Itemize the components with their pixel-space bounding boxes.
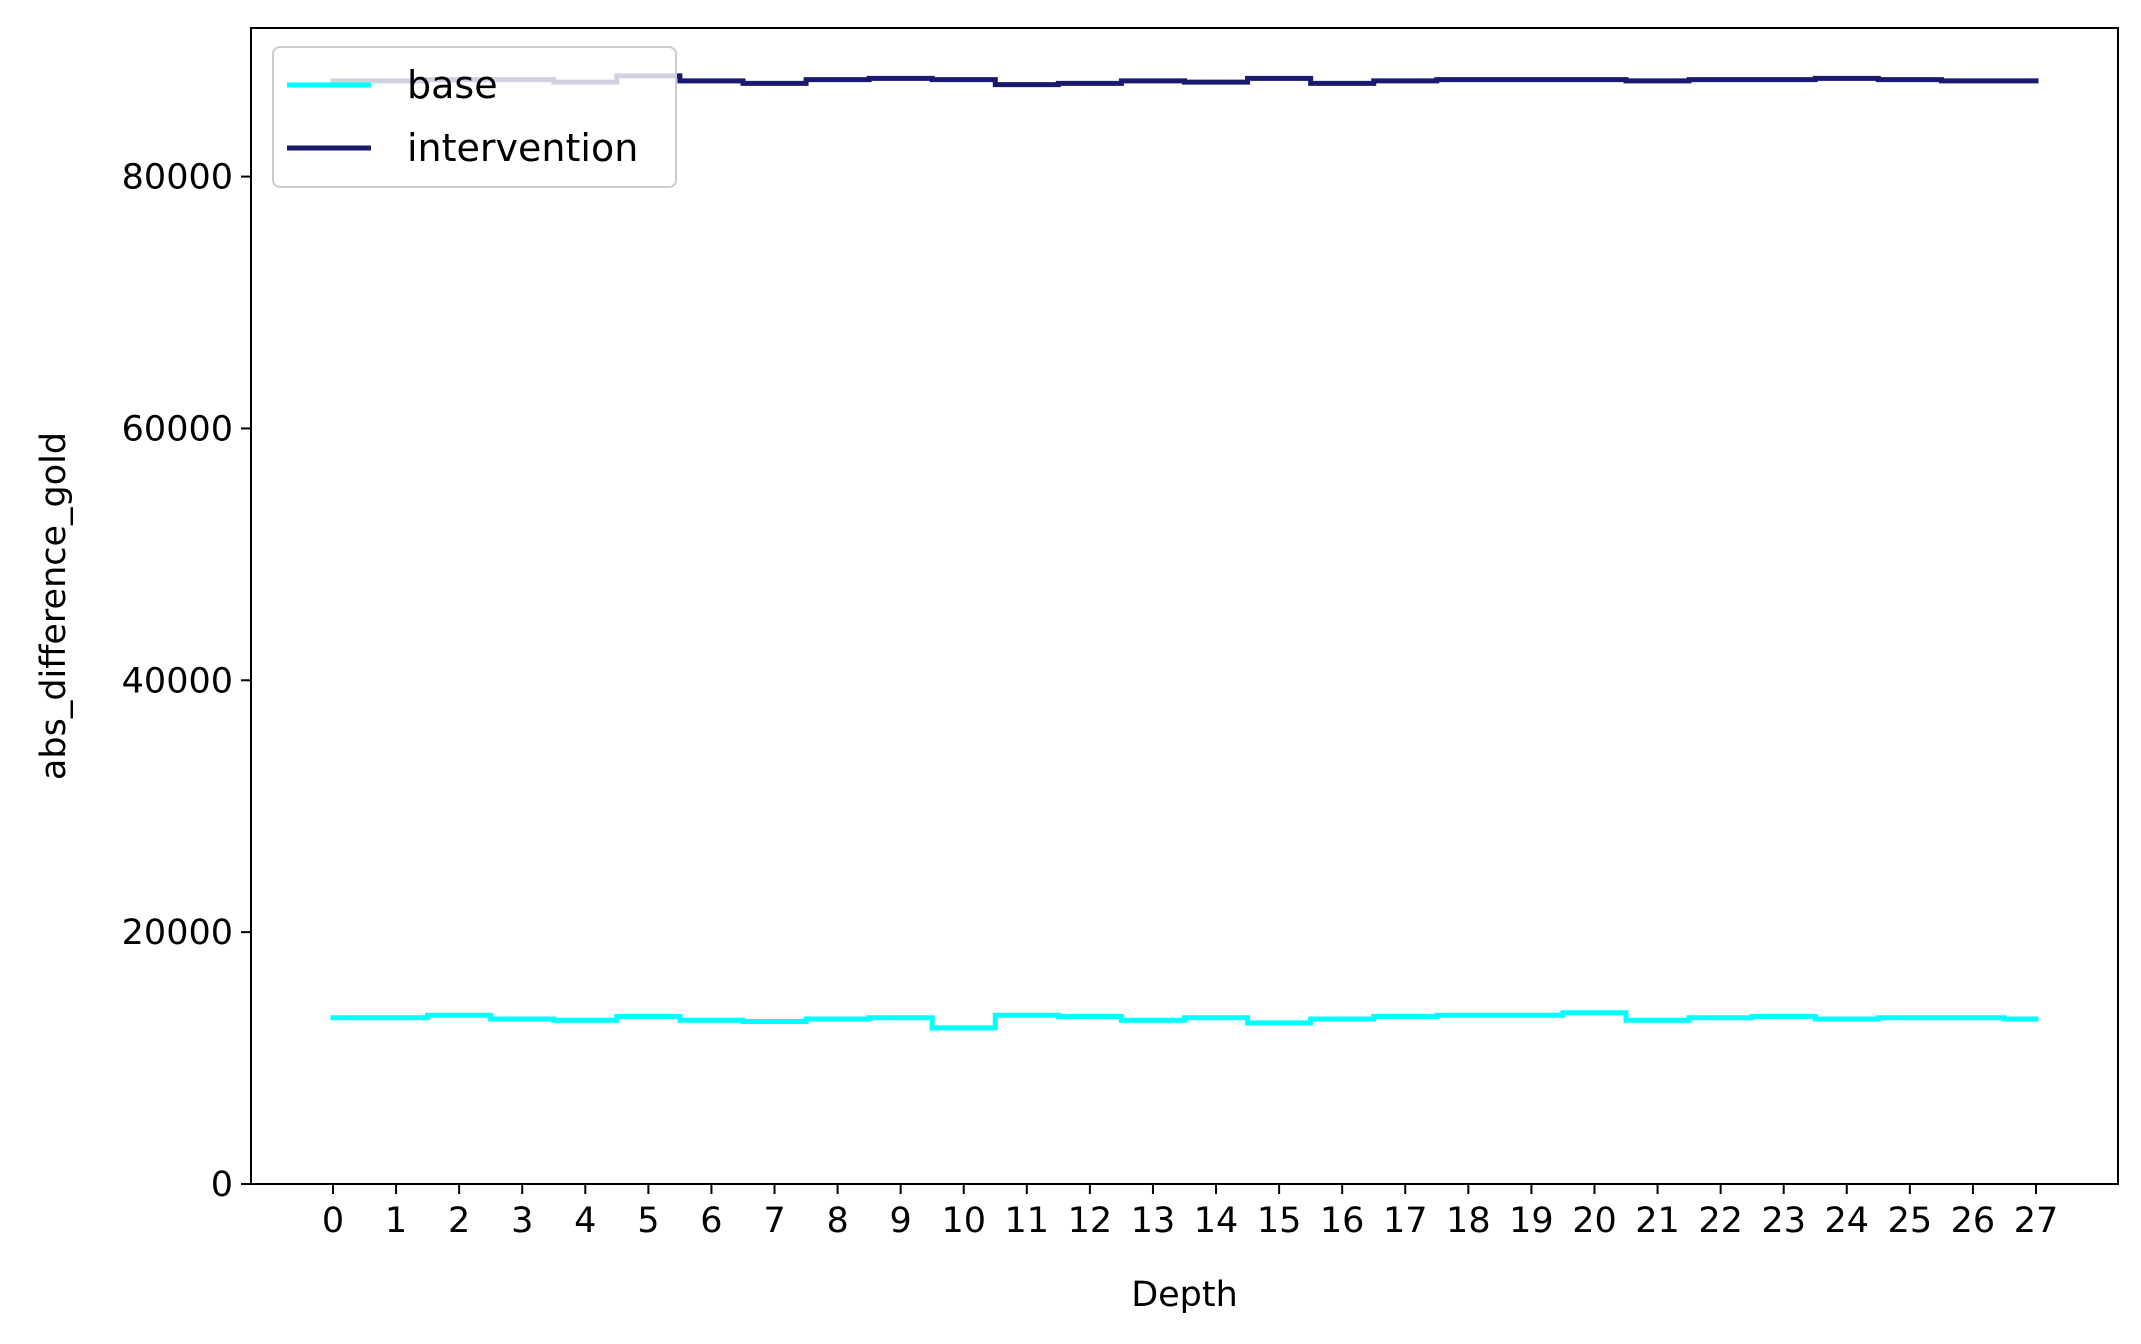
x-tick-label: 4 xyxy=(574,1201,596,1241)
legend-label-base: base xyxy=(407,63,498,107)
x-axis-label: Depth xyxy=(1131,1275,1238,1315)
x-tick-label: 22 xyxy=(1698,1201,1743,1241)
y-tick-label: 20000 xyxy=(122,913,233,953)
x-tick-label: 14 xyxy=(1194,1201,1239,1241)
x-tick-label: 18 xyxy=(1446,1201,1491,1241)
x-tick-label: 21 xyxy=(1635,1201,1680,1241)
y-tick-label: 60000 xyxy=(122,409,233,449)
x-tick-label: 24 xyxy=(1825,1201,1870,1241)
x-tick-label: 11 xyxy=(1005,1201,1050,1241)
x-tick-label: 13 xyxy=(1131,1201,1176,1241)
x-tick-label: 1 xyxy=(385,1201,407,1241)
x-tick-label: 27 xyxy=(2014,1201,2059,1241)
x-tick-label: 20 xyxy=(1572,1201,1617,1241)
x-tick-label: 15 xyxy=(1257,1201,1302,1241)
x-tick-label: 25 xyxy=(1888,1201,1933,1241)
x-tick-label: 16 xyxy=(1320,1201,1365,1241)
x-tick-label: 0 xyxy=(322,1201,344,1241)
legend-label-intervention: intervention xyxy=(407,126,638,170)
x-tick-label: 23 xyxy=(1761,1201,1806,1241)
legend-box xyxy=(272,46,677,188)
y-tick-label: 0 xyxy=(211,1165,233,1205)
x-tick-label: 5 xyxy=(637,1201,659,1241)
x-tick-label: 8 xyxy=(826,1201,848,1241)
series-line-base xyxy=(330,1010,2039,1031)
y-tick-label: 40000 xyxy=(122,661,233,701)
legend: base intervention xyxy=(272,46,677,188)
x-tick-label: 26 xyxy=(1951,1201,1996,1241)
x-tick-label: 7 xyxy=(763,1201,785,1241)
x-tick-label: 17 xyxy=(1383,1201,1428,1241)
y-tick-label: 80000 xyxy=(122,158,233,198)
y-axis-label: abs_difference_gold xyxy=(34,432,74,780)
axes: 0 1 2 3 4 5 6 7 8 9 10 11 12 13 14 15 16 17 18 19 20 21 22 23 24… xyxy=(34,27,2119,1315)
x-tick-label: 3 xyxy=(511,1201,533,1241)
x-tick-label: 19 xyxy=(1509,1201,1554,1241)
axes-frame xyxy=(250,27,2119,1185)
x-tick-label: 6 xyxy=(700,1201,722,1241)
x-tick-label: 2 xyxy=(448,1201,470,1241)
x-tick-label: 12 xyxy=(1068,1201,1113,1241)
plot-area xyxy=(330,73,2039,1031)
x-tick-label: 9 xyxy=(890,1201,912,1241)
x-tick-label: 10 xyxy=(941,1201,986,1241)
